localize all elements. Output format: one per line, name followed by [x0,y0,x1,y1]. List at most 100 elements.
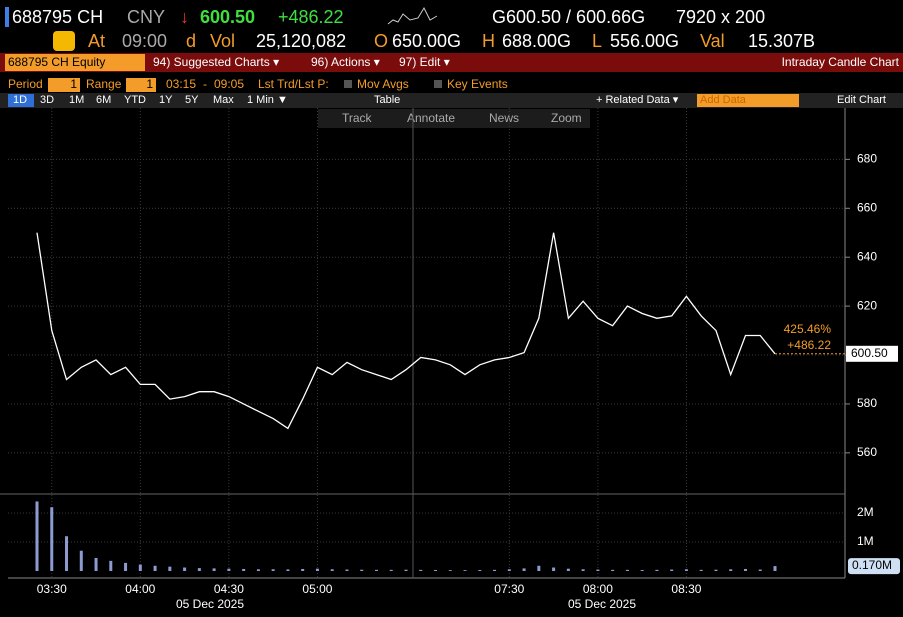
open-label: O [374,31,388,51]
volume-bar [374,569,378,571]
table-button[interactable]: Table [374,94,400,106]
tool[interactable]: Annotate [407,111,455,125]
annotation: 425.46% [784,322,832,336]
volume-bar [463,570,467,571]
period[interactable]: 1 [70,77,77,91]
range-label: Range [86,77,122,91]
volume: 25,120,082 [256,31,346,51]
volume-bar [773,566,777,571]
volume-bar [389,569,393,571]
size: 7920 x 200 [676,7,765,27]
volume-bar [197,568,201,571]
edit-chart[interactable]: Edit Chart [837,94,886,106]
open: 650.00G [392,31,461,51]
volume-bar [507,569,511,571]
security[interactable]: 688795 CH Equity [8,55,105,69]
input[interactable] [126,78,156,92]
range-button[interactable]: 1Y [159,94,173,106]
x-tick-label: 04:30 [214,582,244,596]
high-label: H [482,31,495,51]
volume-bar [360,569,364,571]
volume-bar [79,550,83,571]
add-data-box[interactable] [697,94,799,107]
volume-bar [286,569,290,571]
range-button[interactable]: 1D [13,94,27,106]
y-tick-label: 660 [857,200,877,214]
volume-bar [581,569,585,571]
button-bar [0,93,903,108]
volume-bar [65,536,69,571]
menu-item[interactable]: 96) Actions ▾ [311,55,380,69]
y-tick-label: 1M [857,534,874,548]
volume-bar [552,567,556,571]
volume-bar [684,569,688,571]
ticker: 688795 CH [12,7,103,27]
x-tick-label: 03:30 [37,582,67,596]
tool[interactable]: Track [342,111,373,125]
volume-bar [168,566,172,571]
volume-bar [714,569,718,571]
volume-bar [625,569,629,571]
volume-bar [655,569,659,571]
marker [5,7,9,27]
range-button[interactable]: 1M [69,94,84,106]
toolbar [0,53,903,72]
volume-bar [729,569,733,571]
volume-bar [448,570,452,571]
related-data[interactable]: + Related Data ▾ [596,94,679,106]
range-button[interactable]: Max [213,94,234,106]
low: 556.00G [610,31,679,51]
volume-bar [124,562,128,571]
input[interactable] [48,78,80,92]
last-volume-box [848,558,900,575]
y-tick-label: 560 [857,445,877,459]
range[interactable]: 1 [146,77,153,91]
volume-bar [345,569,349,571]
menu-item[interactable]: 94) Suggested Charts ▾ [153,55,279,69]
last-price-label: 600.50 [851,346,888,360]
price-line [36,232,776,430]
low-label: L [592,31,602,51]
range-button[interactable]: YTD [124,94,146,106]
checkbox[interactable] [344,80,352,88]
range-button[interactable]: 5Y [185,94,199,106]
val-label: Val [700,31,725,51]
volume-bar [611,569,615,571]
vol-label: Vol [210,31,235,51]
volume-bar [522,568,526,571]
range-button[interactable]: 3D [40,94,54,106]
volume-bar [640,569,644,571]
gauge-icon [53,31,75,51]
menu-item[interactable]: 97) Edit ▾ [399,55,450,69]
d-label: d [186,31,196,51]
add-data[interactable]: Add Data [700,94,747,106]
checkbox[interactable] [434,80,442,88]
volume-bar [566,568,570,571]
at-label: At [88,31,105,51]
volume-bar [242,568,246,571]
volume-bar [50,507,54,571]
volume-bar [670,569,674,571]
tool[interactable]: News [489,111,519,125]
volume-bar [537,565,541,571]
to[interactable]: 09:05 [214,77,244,91]
from[interactable]: 03:15 [166,77,196,91]
last-price: 600.50 [200,7,255,27]
volume-bar [183,567,187,571]
key-events[interactable]: Key Events [447,77,508,91]
currency: CNY [127,7,165,27]
mov-avgs[interactable]: Mov Avgs [357,77,409,91]
volume-bar [35,501,39,571]
value-traded: 15.307B [748,31,815,51]
volume-bar [434,569,438,571]
selected-button[interactable] [8,94,34,107]
volume-bar [153,565,157,571]
mode[interactable]: Lst Trd/Lst P: [258,77,329,91]
security-box[interactable] [5,54,145,71]
range-button[interactable]: 1 Min ▼ [247,94,288,106]
range-button[interactable]: 6M [96,94,111,106]
volume-bar [109,560,113,571]
tool[interactable]: Zoom [551,111,582,125]
